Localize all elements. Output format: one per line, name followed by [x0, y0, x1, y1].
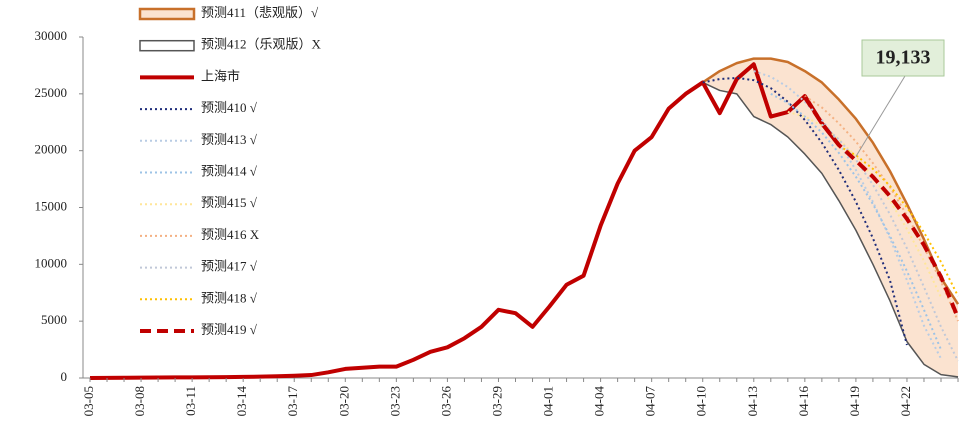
plot-area: 19,133 [89, 39, 959, 380]
x-tick-label: 04-10 [694, 386, 709, 416]
x-tick-label: 03-20 [336, 386, 351, 416]
y-tick-label: 15000 [35, 198, 68, 213]
watermark: 知乎 @Ph迪 [789, 391, 900, 415]
x-tick-label: 03-08 [132, 386, 147, 416]
x-tick-label: 03-26 [438, 386, 453, 417]
x-tick-label: 03-29 [489, 386, 504, 416]
series-line [804, 95, 959, 322]
series-line [702, 81, 959, 378]
x-tick-label: 04-13 [745, 386, 760, 416]
x-tick-label: 04-01 [541, 386, 556, 416]
legend-swatch [139, 39, 195, 52]
legend-label: 上海市 [201, 68, 240, 83]
x-tick-label: 03-23 [387, 386, 402, 416]
y-tick-label: 20000 [35, 142, 68, 157]
value-label: 19,133 [876, 47, 931, 69]
legend-label: 预测419 √ [201, 322, 258, 337]
y-tick-label: 30000 [35, 28, 68, 43]
legend-label: 预测415 √ [201, 195, 258, 210]
x-tick-label: 03-14 [234, 386, 249, 417]
legend-label: 预测412（乐观版）X [201, 37, 322, 52]
x-tick-label: 04-04 [592, 386, 607, 417]
legend-label: 预测410 √ [201, 100, 258, 115]
x-tick-label: 03-17 [285, 386, 300, 417]
y-tick-label: 25000 [35, 85, 68, 100]
x-tick-label: 03-05 [81, 386, 96, 416]
x-tick-label: 03-11 [183, 386, 198, 416]
series-line [838, 145, 959, 297]
series-line [702, 57, 959, 305]
callout-box [861, 39, 945, 77]
legend-label: 预测414 √ [201, 163, 258, 178]
legend-label: 预测416 X [201, 227, 260, 242]
x-tick-label: 04-22 [898, 386, 913, 416]
band-area [702, 58, 959, 377]
callout-line [855, 75, 906, 157]
series-line [770, 92, 942, 350]
legend-label: 预测417 √ [201, 259, 258, 274]
x-tick-label: 04-16 [796, 386, 811, 417]
series-line [821, 123, 959, 362]
series-line [803, 96, 959, 319]
series-line [89, 62, 841, 380]
x-tick-label: 04-19 [847, 386, 862, 416]
x-tick-label: 04-07 [643, 386, 658, 417]
series-line [753, 70, 942, 360]
legend-label: 预测413 √ [201, 132, 258, 147]
legend-label: 预测418 √ [201, 290, 258, 305]
y-tick-label: 5000 [41, 312, 67, 327]
legend-swatch [138, 7, 196, 21]
y-tick-label: 10000 [35, 255, 68, 270]
y-tick-label: 0 [61, 369, 68, 384]
legend-label: 预测411（悲观版）√ [201, 5, 319, 20]
